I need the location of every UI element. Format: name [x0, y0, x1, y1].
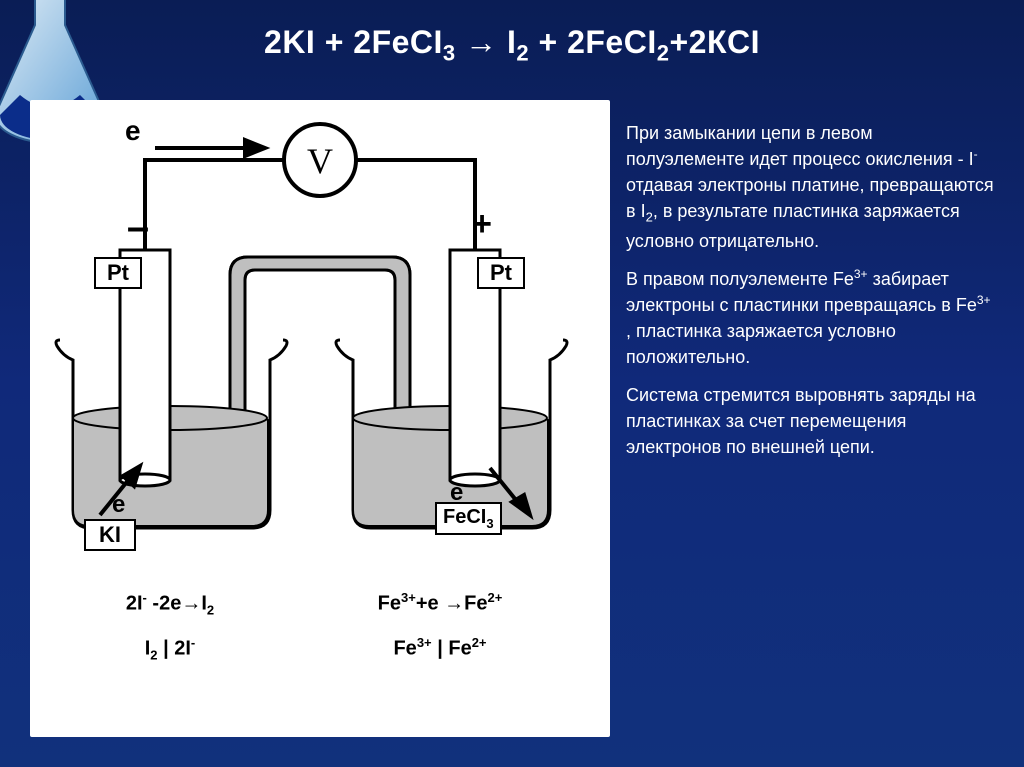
equation-title: 2KI + 2FeCI3 → I2 + 2FeCI2+2КCI: [0, 24, 1024, 66]
e-label-left: e: [112, 491, 125, 518]
cell-diagram: V e – +: [30, 100, 610, 737]
minus-sign: –: [127, 205, 149, 249]
right-half-eq2: Fe3+ | Fe2+: [330, 635, 550, 661]
description-text: При замыкании цепи в левом полуэлементе …: [626, 100, 994, 737]
salt-bridge: [230, 257, 410, 420]
paragraph-1: При замыкании цепи в левом полуэлементе …: [626, 120, 994, 254]
paragraph-3: Система стремится выровнять заряды на пл…: [626, 382, 994, 460]
pt-label-left: Pt: [107, 260, 130, 285]
plus-sign: +: [472, 205, 492, 243]
left-half-eq2: I2 | 2I-: [85, 635, 255, 663]
electron-arrow-top: [155, 140, 265, 156]
slide: 2KI + 2FeCI3 → I2 + 2FeCI2+2КCI V e: [0, 0, 1024, 767]
fecl3-label: FeCI3: [435, 502, 502, 535]
cell-diagram-svg: V e – +: [30, 100, 610, 720]
content-row: V e – +: [30, 100, 994, 737]
voltmeter-label: V: [307, 141, 333, 181]
right-half-eq1: Fe3++e →Fe2+: [330, 590, 550, 616]
left-half-eq1: 2I- -2e→I2: [85, 590, 255, 618]
pt-label-right: Pt: [490, 260, 513, 285]
paragraph-2: В правом полуэлементе Fe3+ забирает элек…: [626, 266, 994, 370]
electron-flow-label: e: [125, 115, 141, 146]
ki-label: KI: [99, 522, 121, 547]
